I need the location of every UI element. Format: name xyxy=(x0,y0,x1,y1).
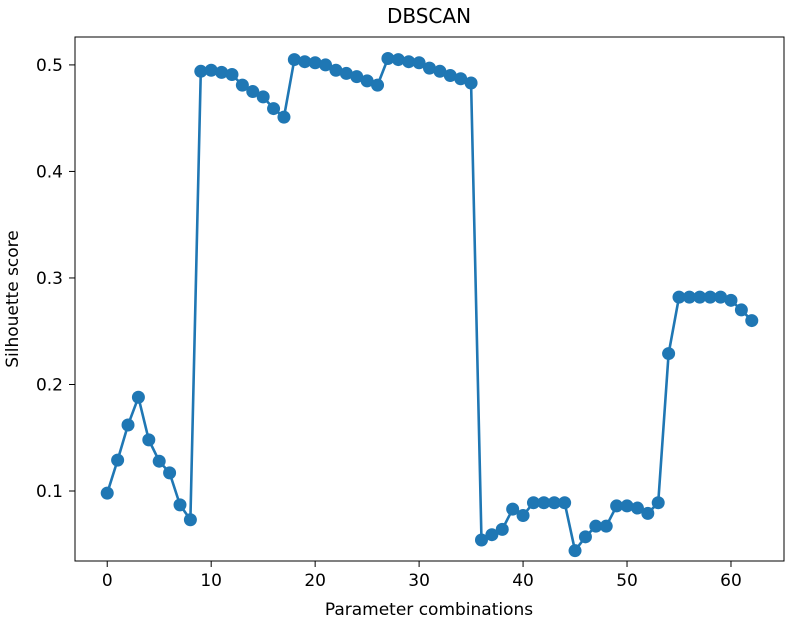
data-point xyxy=(412,56,426,70)
y-tick-label: 0.2 xyxy=(36,375,63,395)
data-point xyxy=(204,63,218,77)
data-point xyxy=(287,53,301,67)
data-point xyxy=(526,496,540,510)
data-point xyxy=(402,55,416,69)
x-tick-label: 20 xyxy=(304,571,326,591)
data-point xyxy=(371,78,385,92)
data-point xyxy=(485,528,499,542)
data-point xyxy=(131,390,145,404)
y-tick-label: 0.1 xyxy=(36,482,63,502)
x-axis: 0 10 20 30 40 50 60 xyxy=(102,561,742,591)
data-point xyxy=(641,506,655,520)
data-point xyxy=(100,486,114,500)
data-point xyxy=(246,85,260,99)
data-point xyxy=(391,53,405,67)
data-point xyxy=(672,290,686,304)
y-axis-label: Silhouette score xyxy=(3,230,23,368)
data-point xyxy=(589,519,603,533)
data-point xyxy=(599,519,613,533)
data-point xyxy=(474,533,488,547)
data-point xyxy=(578,530,592,544)
data-point xyxy=(662,347,676,361)
data-point xyxy=(319,58,333,72)
data-point xyxy=(630,501,644,515)
data-point xyxy=(693,290,707,304)
data-point xyxy=(381,52,395,66)
x-tick-label: 30 xyxy=(408,571,430,591)
data-point xyxy=(152,454,166,468)
data-point xyxy=(173,498,187,512)
y-tick-label: 0.3 xyxy=(36,269,63,289)
data-point xyxy=(121,418,135,432)
data-point xyxy=(235,78,249,92)
data-point xyxy=(215,65,229,79)
x-tick-label: 10 xyxy=(200,571,222,591)
data-point xyxy=(682,290,696,304)
data-point xyxy=(433,64,447,78)
data-point xyxy=(360,74,374,88)
data-point xyxy=(610,499,624,513)
data-point xyxy=(163,466,177,480)
data-point xyxy=(142,433,156,447)
plot-area xyxy=(100,52,759,558)
data-point xyxy=(651,496,665,510)
data-point xyxy=(464,76,478,90)
data-point xyxy=(714,290,728,304)
data-point xyxy=(506,502,520,516)
data-point xyxy=(329,63,343,77)
data-point xyxy=(558,496,572,510)
data-point xyxy=(225,68,239,81)
data-point xyxy=(495,522,509,536)
data-point xyxy=(443,69,457,83)
data-point xyxy=(454,72,468,86)
data-point xyxy=(547,496,561,510)
data-point xyxy=(111,453,125,467)
axes-frame xyxy=(74,36,785,562)
data-point xyxy=(350,70,364,84)
data-point xyxy=(703,290,717,304)
data-point xyxy=(277,110,291,124)
x-tick-label: 50 xyxy=(616,571,638,591)
x-axis-label: Parameter combinations xyxy=(325,600,533,620)
data-point xyxy=(267,102,281,116)
x-tick-label: 0 xyxy=(102,571,113,591)
data-point xyxy=(620,499,634,513)
data-point xyxy=(339,66,353,80)
data-point xyxy=(568,544,582,558)
data-point xyxy=(298,55,312,69)
y-tick-label: 0.5 xyxy=(36,56,63,76)
data-point xyxy=(734,303,748,317)
x-tick-label: 40 xyxy=(512,571,534,591)
data-point xyxy=(183,513,197,527)
x-tick-label: 60 xyxy=(720,571,742,591)
data-point xyxy=(724,293,738,307)
y-tick-label: 0.4 xyxy=(36,162,63,182)
chart-title: DBSCAN xyxy=(387,4,471,28)
data-point xyxy=(537,496,551,510)
y-axis: 0.1 0.2 0.3 0.4 0.5 xyxy=(36,56,75,502)
data-point xyxy=(745,314,759,328)
data-point xyxy=(256,90,270,104)
data-point xyxy=(308,56,322,70)
data-point xyxy=(423,61,436,75)
data-point xyxy=(516,509,530,523)
data-point xyxy=(194,64,208,78)
